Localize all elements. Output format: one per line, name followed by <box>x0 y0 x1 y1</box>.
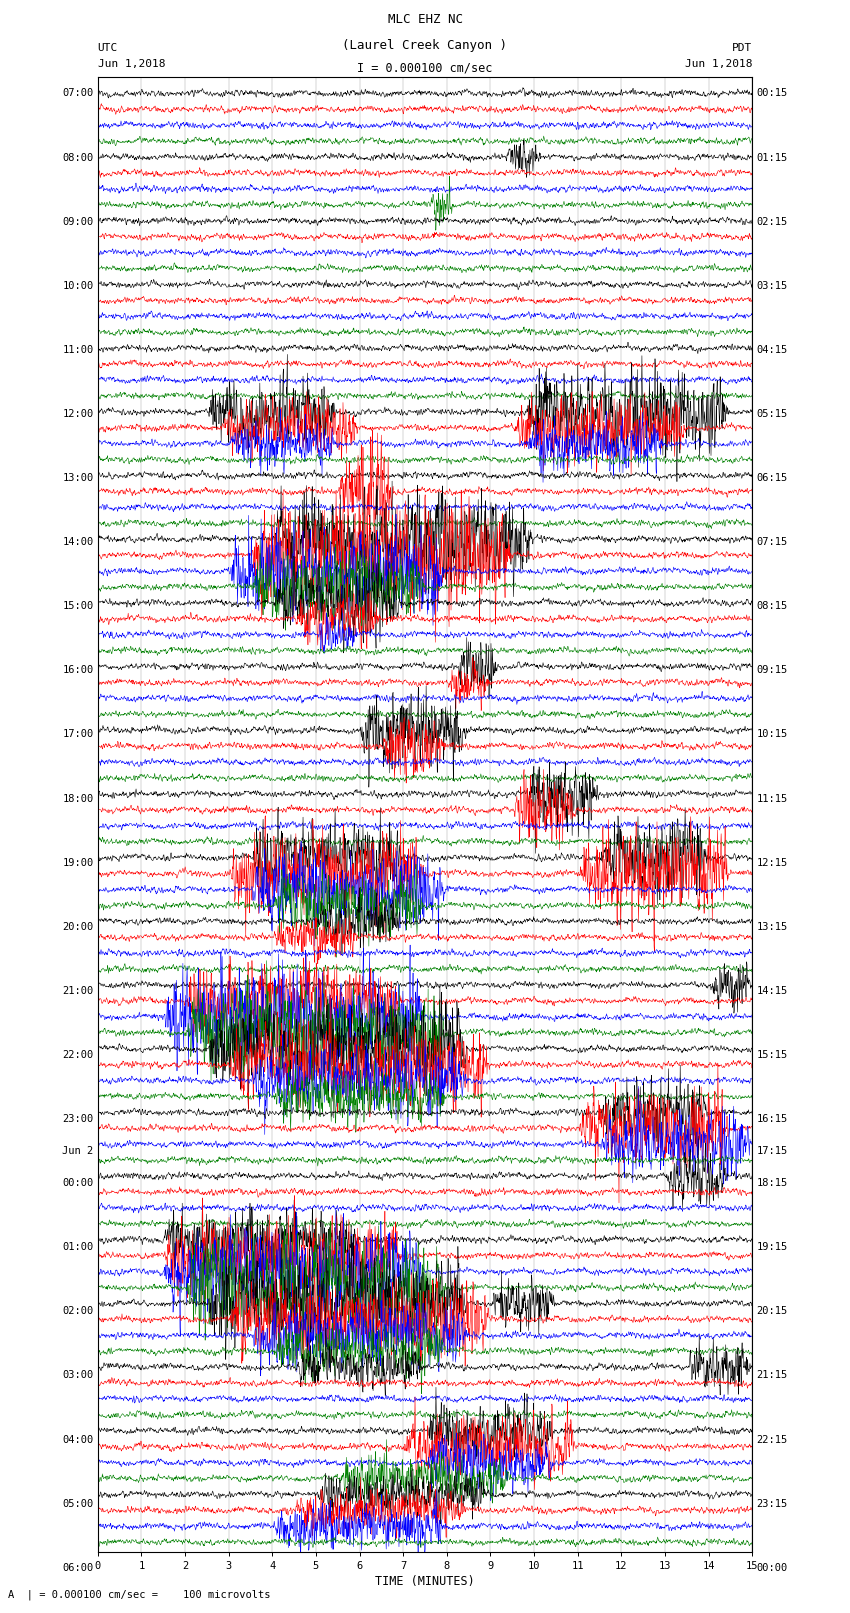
Text: 13:15: 13:15 <box>756 921 788 932</box>
Text: Jun 1,2018: Jun 1,2018 <box>685 60 752 69</box>
Text: 01:15: 01:15 <box>756 153 788 163</box>
Text: 22:15: 22:15 <box>756 1434 788 1445</box>
Text: 19:00: 19:00 <box>62 858 94 868</box>
Text: 03:15: 03:15 <box>756 281 788 290</box>
Text: 16:00: 16:00 <box>62 665 94 676</box>
Text: 09:00: 09:00 <box>62 216 94 227</box>
Text: I = 0.000100 cm/sec: I = 0.000100 cm/sec <box>357 61 493 74</box>
Text: 00:15: 00:15 <box>756 89 788 98</box>
Text: 07:15: 07:15 <box>756 537 788 547</box>
Text: 14:00: 14:00 <box>62 537 94 547</box>
Text: 10:15: 10:15 <box>756 729 788 739</box>
Text: 17:15: 17:15 <box>756 1147 788 1157</box>
Text: 22:00: 22:00 <box>62 1050 94 1060</box>
Text: 23:15: 23:15 <box>756 1498 788 1508</box>
Text: 03:00: 03:00 <box>62 1371 94 1381</box>
Text: UTC: UTC <box>98 44 118 53</box>
Text: 00:00: 00:00 <box>62 1177 94 1189</box>
X-axis label: TIME (MINUTES): TIME (MINUTES) <box>375 1574 475 1587</box>
Text: Jun 2: Jun 2 <box>62 1147 94 1157</box>
Text: 10:00: 10:00 <box>62 281 94 290</box>
Text: 04:00: 04:00 <box>62 1434 94 1445</box>
Text: Jun 1,2018: Jun 1,2018 <box>98 60 165 69</box>
Text: 21:15: 21:15 <box>756 1371 788 1381</box>
Text: 01:00: 01:00 <box>62 1242 94 1252</box>
Text: 11:15: 11:15 <box>756 794 788 803</box>
Text: 08:15: 08:15 <box>756 602 788 611</box>
Text: 07:00: 07:00 <box>62 89 94 98</box>
Text: (Laurel Creek Canyon ): (Laurel Creek Canyon ) <box>343 39 507 52</box>
Text: 16:15: 16:15 <box>756 1115 788 1124</box>
Text: 21:00: 21:00 <box>62 986 94 995</box>
Text: 08:00: 08:00 <box>62 153 94 163</box>
Text: 15:15: 15:15 <box>756 1050 788 1060</box>
Text: 23:00: 23:00 <box>62 1115 94 1124</box>
Text: A  | = 0.000100 cm/sec =    100 microvolts: A | = 0.000100 cm/sec = 100 microvolts <box>8 1589 271 1600</box>
Text: 02:15: 02:15 <box>756 216 788 227</box>
Text: 15:00: 15:00 <box>62 602 94 611</box>
Text: 05:00: 05:00 <box>62 1498 94 1508</box>
Text: 06:15: 06:15 <box>756 473 788 482</box>
Text: 04:15: 04:15 <box>756 345 788 355</box>
Text: 11:00: 11:00 <box>62 345 94 355</box>
Text: 02:00: 02:00 <box>62 1307 94 1316</box>
Text: 20:00: 20:00 <box>62 921 94 932</box>
Text: 12:00: 12:00 <box>62 410 94 419</box>
Text: 19:15: 19:15 <box>756 1242 788 1252</box>
Text: 17:00: 17:00 <box>62 729 94 739</box>
Text: MLC EHZ NC: MLC EHZ NC <box>388 13 462 26</box>
Text: 18:00: 18:00 <box>62 794 94 803</box>
Text: 14:15: 14:15 <box>756 986 788 995</box>
Text: 05:15: 05:15 <box>756 410 788 419</box>
Text: 00:00: 00:00 <box>756 1563 788 1573</box>
Text: PDT: PDT <box>732 44 752 53</box>
Text: 20:15: 20:15 <box>756 1307 788 1316</box>
Text: 12:15: 12:15 <box>756 858 788 868</box>
Text: 09:15: 09:15 <box>756 665 788 676</box>
Text: 06:00: 06:00 <box>62 1563 94 1573</box>
Text: 18:15: 18:15 <box>756 1177 788 1189</box>
Text: 13:00: 13:00 <box>62 473 94 482</box>
